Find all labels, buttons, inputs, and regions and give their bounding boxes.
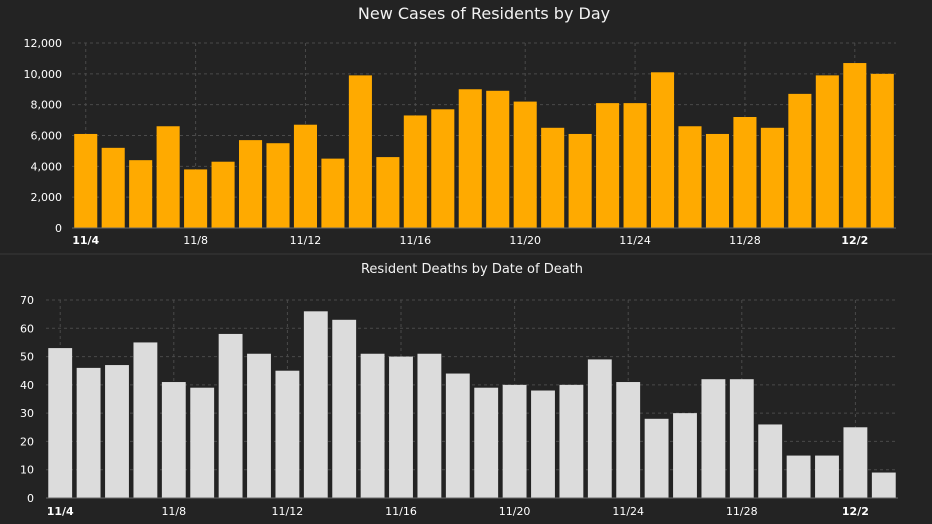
bar-11-20: [502, 384, 527, 498]
bar-12-3: [870, 73, 894, 228]
bar-11-26: [678, 126, 702, 228]
y-tick-label: 2,000: [31, 191, 63, 204]
x-tick-label: 11/8: [183, 234, 208, 247]
chart-1: New Cases of Residents by Day 0 2,000 4,000…: [24, 4, 896, 247]
bar-11-16: [403, 115, 427, 228]
bar-11-28: [733, 117, 757, 228]
bar-11-12: [293, 124, 318, 228]
y-tick-label: 40: [20, 379, 34, 392]
bar-11-12: [275, 370, 300, 498]
bar-11-23: [587, 359, 612, 498]
bar-11-24: [623, 103, 647, 228]
bar-11-7: [156, 126, 180, 228]
bar-12-3: [871, 472, 896, 498]
bar-11-15: [376, 157, 400, 228]
bar-11-15: [360, 353, 385, 498]
y-tick-label: 12,000: [24, 37, 63, 50]
bar-11-8: [184, 169, 208, 228]
bar-11-27: [701, 379, 726, 498]
bar-11-25: [644, 418, 669, 498]
bar-12-2: [843, 63, 867, 228]
bar-11-26: [673, 413, 697, 498]
bar-11-16: [389, 356, 413, 498]
y-tick-label: 6,000: [31, 130, 63, 143]
x-tick-label: 11/8: [161, 505, 186, 518]
bar-11-20: [513, 101, 537, 228]
bar-11-7: [133, 342, 158, 498]
y-tick-label: 50: [20, 351, 34, 364]
bar-11-23: [596, 103, 620, 228]
bar-11-17: [431, 109, 455, 228]
x-tick-label: 11/4: [47, 505, 74, 518]
x-tick-label: 11/12: [290, 234, 322, 247]
y-tick-label: 8,000: [31, 99, 63, 112]
bar-11-11: [247, 353, 271, 498]
bar-12-1: [815, 75, 839, 228]
y-tick-label: 30: [20, 407, 34, 420]
bar-11-29: [758, 424, 783, 498]
y-tick-label: 0: [55, 222, 62, 235]
x-tick-label: 11/12: [272, 505, 304, 518]
chart-title: New Cases of Residents by Day: [358, 4, 610, 23]
bar-11-27: [705, 133, 730, 228]
bar-11-24: [616, 382, 641, 498]
bar-11-10: [238, 140, 263, 228]
x-tick-label: 11/4: [72, 234, 99, 247]
bar-11-17: [417, 353, 442, 498]
bar-11-21: [531, 390, 555, 498]
bar-11-30: [786, 455, 811, 498]
y-tick-label: 20: [20, 435, 34, 448]
bar-11-21: [541, 127, 565, 228]
bar-12-2: [843, 427, 868, 498]
bar-11-22: [559, 384, 584, 498]
bar-11-14: [348, 75, 372, 228]
bar-11-8: [161, 382, 186, 498]
bar-11-25: [650, 72, 675, 229]
bar-11-13: [303, 311, 328, 498]
chart-2: Resident Deaths by Date of Death 0 10 20 30 4…: [20, 262, 898, 518]
bar-11-30: [788, 93, 812, 228]
bar-11-6: [105, 365, 129, 498]
y-tick-label: 0: [27, 492, 34, 505]
y-tick-label: 60: [20, 322, 34, 335]
bar-11-9: [190, 387, 215, 498]
x-tick-label: 12/2: [841, 234, 868, 247]
y-tick-label: 10,000: [24, 68, 63, 81]
x-tick-label: 11/20: [509, 234, 541, 247]
bar-11-5: [101, 147, 125, 228]
bar-11-22: [568, 133, 592, 228]
x-tick-label: 11/20: [499, 505, 531, 518]
y-tick-label: 70: [20, 294, 34, 307]
bar-11-10: [218, 333, 243, 498]
x-tick-label: 11/28: [726, 505, 758, 518]
x-tick-label: 11/28: [729, 234, 761, 247]
x-tick-label: 11/24: [619, 234, 651, 247]
bar-11-29: [760, 127, 784, 228]
x-tick-label: 11/24: [612, 505, 644, 518]
chart-title: Resident Deaths by Date of Death: [361, 262, 583, 277]
bar-11-4: [48, 348, 73, 498]
bar-11-5: [76, 367, 101, 498]
bar-11-11: [266, 143, 290, 228]
x-tick-label: 11/16: [399, 234, 431, 247]
bar-11-19: [486, 90, 510, 229]
bar-11-4: [74, 133, 98, 228]
bar-11-14: [332, 319, 357, 498]
x-tick-label: 11/16: [385, 505, 417, 518]
bar-11-18: [458, 89, 482, 228]
x-tick-label: 12/2: [842, 505, 869, 518]
bar-11-28: [729, 379, 754, 498]
bar-12-1: [815, 455, 839, 498]
bar-11-18: [445, 373, 470, 498]
bar-11-9: [211, 161, 235, 228]
bar-11-13: [321, 158, 345, 228]
y-tick-label: 4,000: [31, 160, 63, 173]
bar-11-6: [129, 160, 153, 228]
y-tick-label: 10: [20, 464, 34, 477]
bar-11-19: [474, 387, 499, 498]
